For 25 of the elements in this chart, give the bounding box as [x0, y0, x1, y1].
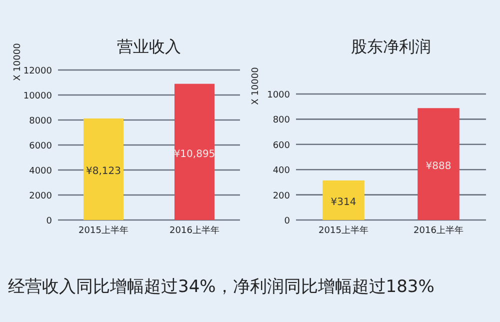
- x-tick-label: 2016上半年: [414, 225, 464, 236]
- data-label: ¥8,123: [86, 166, 121, 178]
- y-tick-label: 600: [272, 140, 290, 151]
- y-tick-label: 0: [284, 216, 290, 226]
- y-tick-label: 10000: [23, 92, 52, 102]
- chart-title: 营业收入: [117, 37, 181, 56]
- y-tick-label: 8000: [29, 116, 52, 126]
- x-tick-label: 2015上半年: [78, 225, 128, 236]
- y-tick-label: 2000: [29, 192, 52, 202]
- y-tick-label: 4000: [29, 166, 52, 176]
- y-tick-label: 1000: [267, 90, 290, 100]
- data-label: ¥314: [330, 197, 356, 208]
- y-tick-label: 6000: [29, 142, 52, 152]
- y-axis-title: X 10000: [13, 42, 23, 81]
- chart-title: 股东净利润: [351, 37, 431, 56]
- x-tick-label: 2015上半年: [318, 225, 368, 236]
- data-label: ¥888: [426, 161, 452, 172]
- x-tick-label: 2016上半年: [170, 225, 220, 236]
- y-tick-label: 12000: [23, 66, 52, 76]
- y-tick-label: 400: [272, 166, 290, 176]
- y-tick-label: 0: [46, 216, 52, 226]
- text: 经营收入同比增幅超过34%，净利润同比增幅超过183%: [8, 277, 434, 297]
- y-tick-label: 200: [272, 191, 290, 202]
- y-tick-label: 800: [272, 116, 290, 126]
- y-axis-title: X 10000: [251, 66, 261, 105]
